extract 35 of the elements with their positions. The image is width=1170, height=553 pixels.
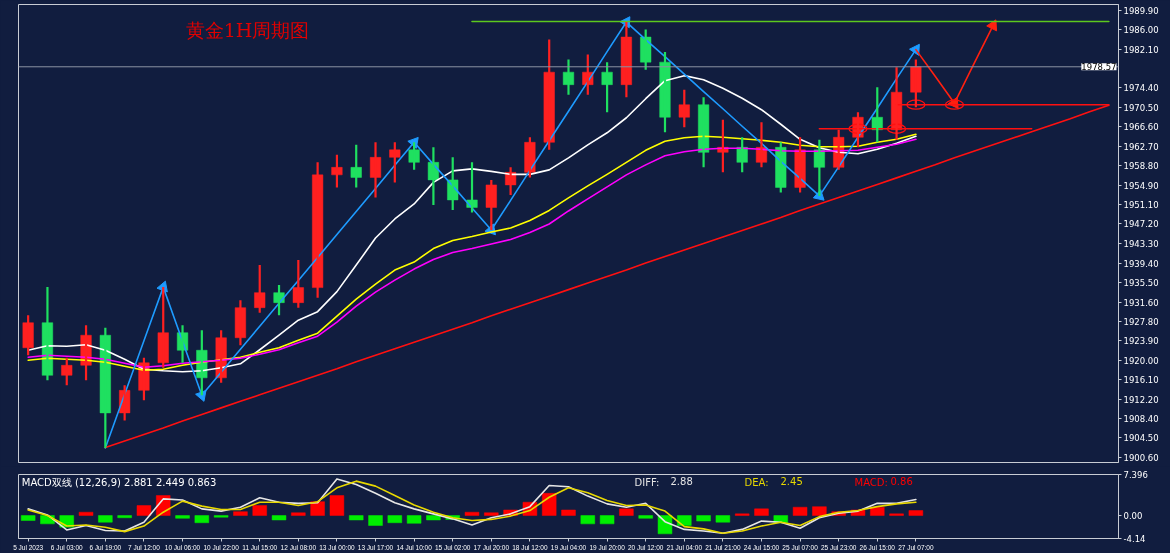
y-tick-label: 1908.40 [1123,413,1159,424]
y-tick-label: 1943.30 [1123,239,1159,250]
y-tick-label: 1947.20 [1123,219,1159,230]
annotation: 0.86 [890,475,913,487]
y-tick-label: 1900.60 [1123,452,1159,463]
series-label: DIFF: [634,476,660,488]
y-tick-label: 1951.10 [1123,199,1159,210]
annotation: 2.88 [670,475,693,487]
chart-title: MACD双线 (12,26,9) 2.881 2.449 0.863 [21,476,217,488]
y-tick-label: 1958.80 [1123,161,1159,172]
ref-line-label: 1978.57 [1081,62,1117,73]
y-tick-label: 7.396 [1123,470,1148,480]
y-tick-label: 1916.10 [1123,375,1159,386]
y-tick-label: 0.00 [1123,511,1143,522]
y-tick-label: 1935.50 [1123,278,1159,289]
text: MACD: [854,476,888,488]
annotation: 2.45 [780,475,803,487]
y-tick-label: 1939.40 [1123,258,1159,269]
y-tick-label: 1982.10 [1123,44,1159,55]
y-tick-label: 1962.70 [1123,141,1159,152]
y-tick-label: -4.14 [1123,534,1146,544]
text: 黄金1H周期图 [185,18,310,41]
y-tick-label: 1923.90 [1123,336,1159,347]
y-tick-label: 1966.60 [1123,122,1159,133]
y-tick-label: 1904.50 [1123,433,1159,444]
y-tick-label: 1927.80 [1123,316,1159,327]
y-tick-label: 1931.60 [1123,297,1159,308]
y-tick-label: 1986.00 [1123,25,1159,36]
y-tick-label: 1954.90 [1123,180,1159,191]
y-tick-label: 1920.00 [1123,355,1159,366]
y-tick-label: 1974.40 [1123,83,1159,94]
y-tick-label: 1989.90 [1123,5,1159,16]
y-tick-label: 1970.50 [1123,102,1159,113]
text: DEA: [744,476,769,488]
y-tick-label: 1912.20 [1123,394,1159,405]
